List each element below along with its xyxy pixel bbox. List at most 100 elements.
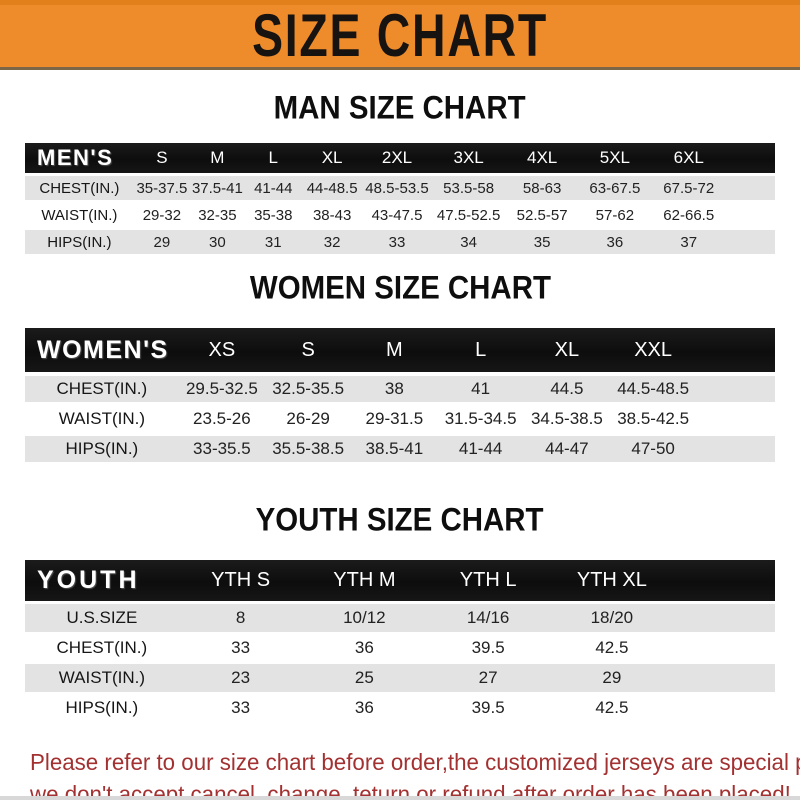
mens-value-cell: 32-35 — [198, 206, 237, 224]
mens-value-cell: 62-66.5 — [663, 206, 715, 224]
youth-row: WAIST(IN.) 23 25 27 29 — [25, 664, 775, 692]
womens-column-header: M — [386, 338, 403, 361]
womens-column-header: XXL — [634, 338, 673, 361]
womens-value-cell: 32.5-35.5 — [272, 379, 345, 398]
youth-header-row: YOUTH YTH S YTH M YTH L YTH XL — [25, 560, 775, 601]
women-section-heading: WOMEN SIZE CHART — [0, 268, 800, 307]
mens-column-header: M — [210, 148, 225, 167]
youth-value-cell: 36 — [354, 698, 374, 717]
mens-value-cell: 38-43 — [312, 206, 352, 224]
banner: SIZE CHART — [0, 0, 800, 70]
youth-value-cell: 42.5 — [595, 638, 629, 657]
mens-column-header: 2XL — [381, 148, 413, 167]
mens-value-cell: 35-37.5 — [136, 179, 188, 197]
womens-value-cell: 44.5 — [550, 379, 584, 398]
youth-header-label: YOUTH — [37, 566, 140, 594]
womens-row-label: CHEST(IN.) — [56, 379, 148, 398]
mens-value-cell: 29 — [153, 233, 171, 251]
womens-value-cell: 34.5-38.5 — [530, 409, 603, 428]
youth-value-cell: 25 — [354, 668, 374, 687]
mens-row: CHEST(IN.) 35-37.5 37.5-41 41-44 44-48.5 48.5… — [25, 176, 775, 200]
womens-value-cell: 41 — [471, 379, 491, 398]
youth-row: HIPS(IN.) 33 36 39.5 42.5 — [25, 694, 775, 722]
youth-row: CHEST(IN.) 33 36 39.5 42.5 — [25, 634, 775, 662]
mens-column-header: 5XL — [599, 148, 630, 167]
mens-value-cell: 32 — [323, 233, 341, 251]
mens-value-cell: 58-63 — [522, 179, 562, 197]
women-section-heading-text: WOMEN SIZE CHART — [249, 268, 551, 307]
mens-row-label: WAIST(IN.) — [41, 206, 118, 224]
womens-value-cell: 23.5-26 — [193, 409, 251, 428]
youth-value-cell: 33 — [231, 638, 251, 657]
disclaimer-line-2: we don't accept cancel, change, teturn o… — [30, 781, 791, 800]
womens-column-header: XL — [554, 338, 580, 361]
mens-value-cell: 35 — [533, 233, 551, 251]
youth-row-label: U.S.SIZE — [66, 608, 138, 627]
mens-value-cell: 43-47.5 — [371, 206, 423, 224]
womens-value-cell: 38.5-42.5 — [617, 409, 690, 428]
youth-row: U.S.SIZE 8 10/12 14/16 18/20 — [25, 604, 775, 632]
men-size-table: MEN'S S M L XL 2XL 3XL 4XL 5XL 6XL CHEST(IN.) 35-37… — [25, 143, 775, 254]
womens-value-cell: 29.5-32.5 — [185, 379, 258, 398]
mens-value-cell: 36 — [606, 233, 624, 251]
mens-column-header: L — [268, 148, 278, 167]
womens-header-label: WOMEN'S — [37, 335, 169, 364]
womens-value-cell: 35.5-38.5 — [272, 439, 345, 458]
youth-value-cell: 8 — [235, 608, 246, 627]
youth-row-label: WAIST(IN.) — [58, 668, 145, 687]
youth-column-header: YTH M — [333, 569, 396, 591]
womens-column-header: S — [301, 338, 315, 361]
section-women: WOMEN SIZE CHART WOMEN'S XS S M L XL XXL CHEST(… — [0, 268, 800, 462]
page-title: SIZE CHART — [252, 2, 548, 70]
youth-row-label: HIPS(IN.) — [65, 698, 139, 717]
womens-header-row: WOMEN'S XS S M L XL XXL — [25, 328, 775, 372]
mens-value-cell: 41-44 — [254, 179, 293, 197]
womens-row: HIPS(IN.) 33-35.5 35.5-38.5 38.5-41 41-44 44-… — [25, 436, 775, 462]
section-men: MAN SIZE CHART MEN'S S M L XL 2XL 3XL 4XL 5XL 6XL… — [0, 89, 800, 254]
mens-value-cell: 44-48.5 — [306, 179, 358, 197]
mens-value-cell: 57-62 — [595, 206, 635, 224]
mens-row-label: CHEST(IN.) — [39, 179, 120, 197]
mens-value-cell: 37.5-41 — [191, 179, 243, 197]
youth-column-header: YTH L — [459, 569, 517, 591]
mens-row: HIPS(IN.) 29 30 31 32 33 34 35 36 37 — [25, 230, 775, 254]
mens-value-cell: 67.5-72 — [663, 179, 715, 197]
disclaimer: Please refer to our size chart before or… — [0, 746, 800, 800]
womens-value-cell: 44.5-48.5 — [617, 379, 690, 398]
womens-value-cell: 41-44 — [458, 439, 503, 458]
mens-value-cell: 29-32 — [142, 206, 182, 224]
disclaimer-line-1: Please refer to our size chart before or… — [30, 749, 800, 775]
section-youth: YOUTH SIZE CHART YOUTH YTH S YTH M YTH L YTH… — [0, 500, 800, 722]
mens-header-label: MEN'S — [37, 145, 114, 170]
mens-row-label: HIPS(IN.) — [47, 233, 112, 251]
mens-value-cell: 53.5-58 — [443, 179, 495, 197]
youth-size-table: YOUTH YTH S YTH M YTH L YTH XL U.S.SIZE 8 10/12… — [25, 560, 775, 722]
mens-value-cell: 47.5-52.5 — [436, 206, 501, 224]
mens-value-cell: 48.5-53.5 — [365, 179, 429, 197]
youth-value-cell: 42.5 — [595, 698, 629, 717]
mens-value-cell: 35-38 — [254, 206, 293, 224]
youth-value-cell: 10/12 — [343, 608, 386, 627]
mens-column-header: S — [156, 148, 168, 167]
womens-column-header: XS — [208, 338, 236, 361]
mens-value-cell: 52.5-57 — [516, 206, 568, 224]
mens-column-header: 3XL — [453, 148, 484, 167]
youth-value-cell: 39.5 — [471, 698, 505, 717]
youth-section-heading-text: YOUTH SIZE CHART — [256, 500, 544, 539]
womens-row: WAIST(IN.) 23.5-26 26-29 29-31.5 31.5-34.5 34… — [25, 406, 775, 432]
youth-value-cell: 27 — [478, 668, 498, 687]
youth-column-header: YTH S — [211, 569, 271, 591]
mens-column-header: 4XL — [526, 148, 558, 167]
mens-value-cell: 31 — [264, 233, 282, 251]
youth-column-header: YTH XL — [576, 569, 647, 591]
womens-value-cell: 33-35.5 — [193, 439, 251, 458]
youth-value-cell: 18/20 — [590, 608, 634, 627]
youth-value-cell: 29 — [602, 668, 622, 687]
womens-value-cell: 29-31.5 — [365, 409, 424, 428]
youth-value-cell: 33 — [231, 698, 251, 717]
womens-row: CHEST(IN.) 29.5-32.5 32.5-35.5 38 41 44.5 44.5… — [25, 376, 775, 402]
womens-value-cell: 26-29 — [286, 409, 330, 428]
womens-value-cell: 38.5-41 — [365, 439, 424, 458]
mens-row: WAIST(IN.) 29-32 32-35 35-38 38-43 43-47.5 47.… — [25, 203, 775, 227]
womens-value-cell: 38 — [384, 379, 404, 398]
